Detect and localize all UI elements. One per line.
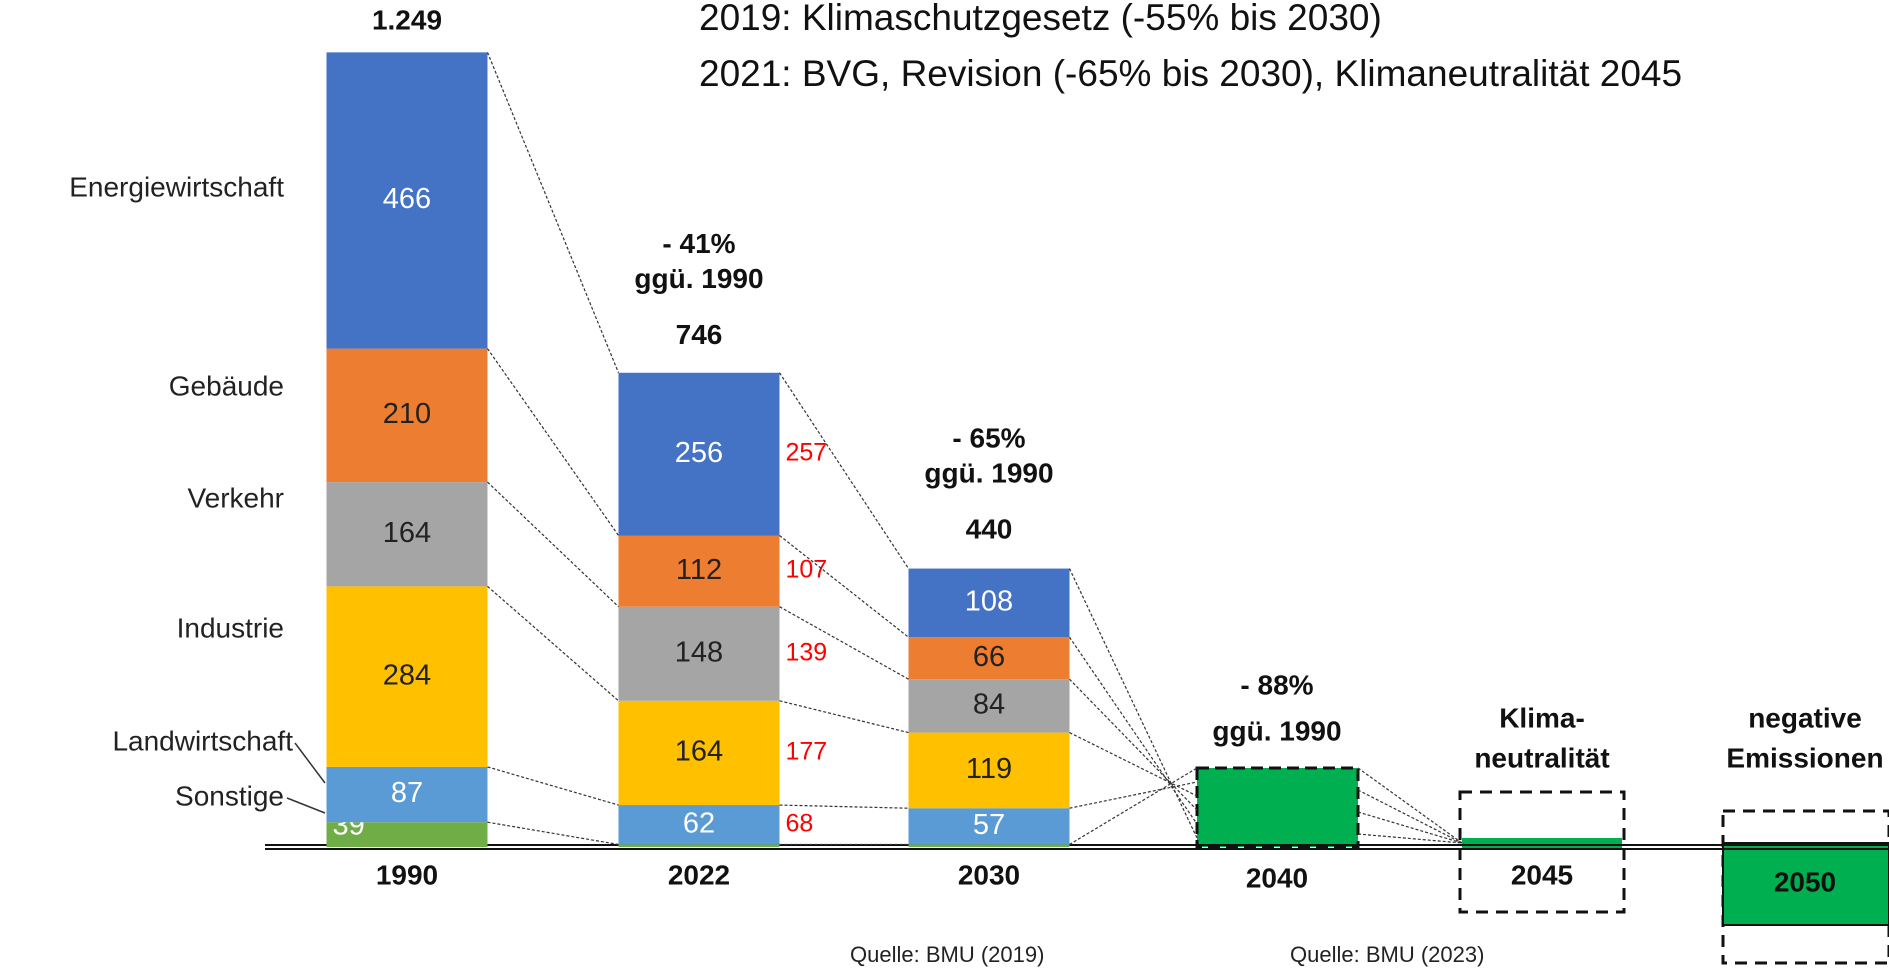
segment-label: 87 — [391, 777, 423, 809]
series-label: Energiewirtschaft — [69, 171, 284, 202]
bar-segment — [326, 822, 488, 847]
segment-label: 210 — [383, 398, 431, 430]
leader-line — [294, 742, 326, 784]
total-label: 440 — [966, 514, 1013, 545]
segment-label: 62 — [683, 807, 715, 839]
x-tick-label: 2050 — [1774, 866, 1836, 897]
connector — [779, 700, 909, 734]
connector — [1069, 636, 1198, 825]
bar-segment — [908, 568, 1070, 638]
segment-label: 84 — [973, 689, 1005, 721]
bar-segment — [908, 679, 1070, 733]
comparison-label: 107 — [786, 556, 828, 584]
annotation: ggü. 1990 — [634, 263, 763, 294]
segment-label: 164 — [675, 736, 723, 768]
annotation: neutralität — [1474, 742, 1609, 773]
annotation: - 88% — [1240, 669, 1313, 700]
connector — [1069, 781, 1198, 809]
bar-segment — [326, 482, 488, 587]
segment-label: 119 — [966, 753, 1012, 785]
connector — [487, 348, 619, 536]
connector — [778, 372, 910, 569]
series-label: Landwirtschaft — [112, 725, 293, 756]
connector — [1357, 767, 1463, 844]
annotation: ggü. 1990 — [924, 458, 1053, 489]
series-label: Verkehr — [188, 482, 285, 513]
connector — [1357, 811, 1463, 844]
segment-label: 164 — [383, 517, 431, 549]
title-line: 2019: Klimaschutzgesetz (-55% bis 2030) — [699, 0, 1382, 38]
target-fill — [1722, 842, 1889, 926]
annotation: Emissionen — [1726, 742, 1883, 773]
comparison-label: 177 — [786, 738, 828, 766]
segment-label: 66 — [973, 641, 1005, 673]
comparison-label: 257 — [786, 439, 828, 467]
annotation: Klima- — [1499, 702, 1585, 733]
bar-segment — [618, 844, 780, 847]
series-label: Gebäude — [169, 370, 284, 401]
connector — [486, 52, 620, 373]
connector — [1069, 678, 1198, 811]
annotation: - 65% — [952, 423, 1025, 454]
connector — [779, 535, 909, 638]
bar-segment — [908, 732, 1070, 809]
connector — [1357, 833, 1463, 844]
total-label: 746 — [676, 319, 723, 350]
target-box — [1195, 766, 1360, 849]
segment-label: 57 — [973, 809, 1005, 841]
bar-segment — [908, 637, 1070, 680]
connector — [1068, 568, 1198, 839]
x-tick-label: 1990 — [376, 859, 438, 890]
connector — [1357, 789, 1463, 844]
connector — [1069, 732, 1198, 797]
source: Quelle: BMU (2023) — [1290, 942, 1484, 967]
total-label: 1.249 — [372, 4, 442, 35]
segment-label: 112 — [676, 554, 722, 586]
bar-segment — [326, 586, 488, 767]
comparison-label: 68 — [786, 809, 814, 837]
annotation: negative — [1748, 702, 1862, 733]
connector — [487, 481, 619, 608]
bar-segment — [326, 348, 488, 483]
segment-label: 256 — [675, 437, 723, 469]
annotation: - 41% — [662, 228, 735, 259]
bar-segment — [618, 535, 780, 607]
x-tick-label: 2030 — [958, 859, 1020, 890]
connector — [487, 585, 619, 702]
annotation: ggü. 1990 — [1212, 715, 1341, 746]
segment-label: 148 — [675, 636, 723, 668]
x-tick-label: 2040 — [1246, 862, 1308, 893]
title-line: 2021: BVG, Revision (-65% bis 2030), Kli… — [699, 53, 1682, 94]
bar-segment — [326, 766, 488, 823]
bar-segment — [618, 606, 780, 701]
bar-segment — [618, 700, 780, 806]
connector — [487, 766, 619, 806]
bar-segment — [908, 844, 1070, 847]
x-tick-label: 2022 — [668, 859, 730, 890]
bar-segment — [618, 805, 780, 845]
connector — [1069, 767, 1198, 845]
target-box — [1458, 790, 1626, 914]
segment-label: 466 — [383, 183, 431, 215]
comparison-label: 139 — [786, 638, 828, 666]
x-tick-label: 2045 — [1511, 859, 1573, 890]
segment-label: 108 — [965, 586, 1013, 618]
bar-segment — [908, 808, 1070, 845]
segment-label: 284 — [383, 659, 431, 691]
series-label: Industrie — [177, 612, 284, 643]
series-label: Sonstige — [175, 780, 284, 811]
bar-segment — [326, 52, 488, 349]
source: Quelle: BMU (2019) — [850, 942, 1044, 967]
leader-line — [286, 797, 326, 814]
connector — [487, 821, 619, 846]
connector — [779, 804, 909, 809]
bar-segment — [618, 372, 780, 536]
